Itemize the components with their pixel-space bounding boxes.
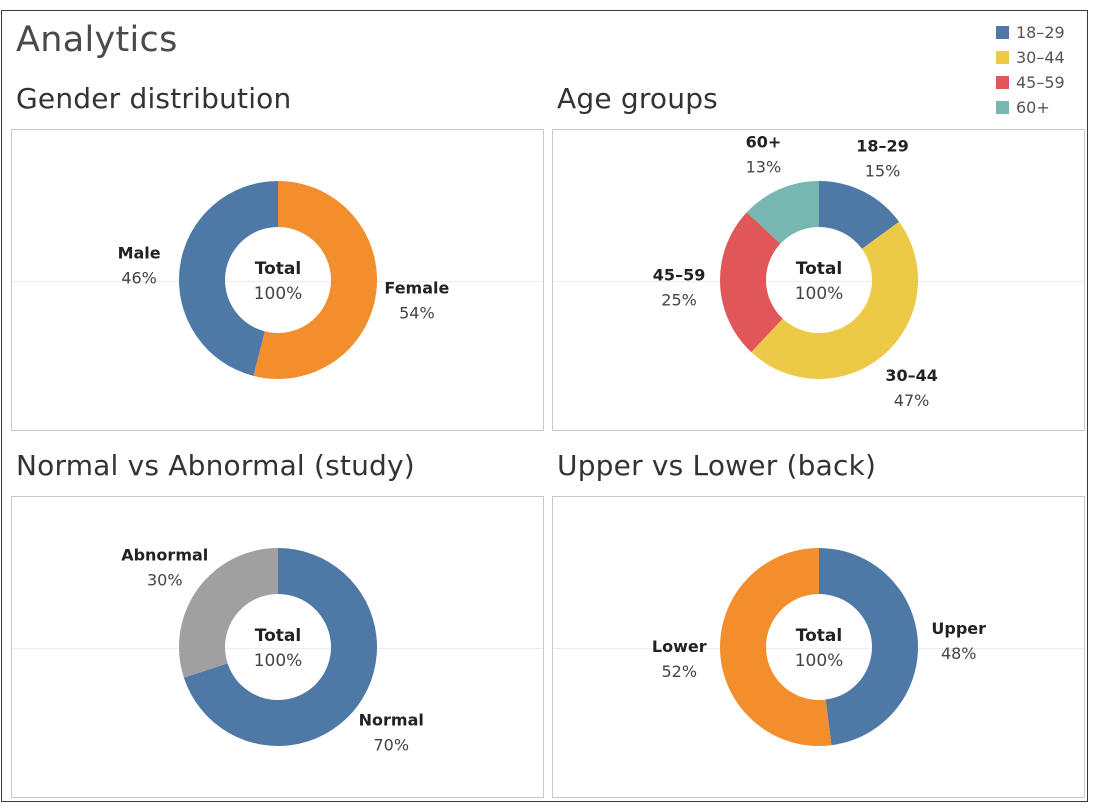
slice-label-45-59: 45–59 [653,265,706,284]
donut-center-value: 100% [795,284,844,304]
legend-label: 60+ [1016,98,1050,117]
donut-slice-45-59[interactable] [720,212,783,353]
chart-panel-age: 18–29 15% 30–44 47% 45–59 25% 60+ 13% Total 100% [552,129,1085,431]
slice-value-label: 46% [121,268,157,287]
chart-title-age: Age groups [557,82,718,115]
slice-value-label: 13% [746,158,782,177]
donut-center-label: Total [796,259,842,279]
chart-title-gender: Gender distribution [16,82,292,115]
slice-value-label: 48% [941,644,977,663]
legend-label: 45–59 [1016,73,1065,92]
donut-center-value: 100% [795,651,844,671]
chart-panel-study: Normal 70% Abnormal 30% Total 100% [11,496,544,798]
legend-swatch [996,51,1009,64]
donut-chart-study: Normal 70% Abnormal 30% Total 100% [121,546,424,755]
slice-label-male: Male [118,243,161,262]
chart-panel-back: Upper 48% Lower 52% Total 100% [552,496,1085,798]
donut-center-value: 100% [254,284,303,304]
slice-value-label: 54% [399,304,435,323]
legend-label: 30–44 [1016,48,1065,67]
slice-label-upper: Upper [931,619,986,638]
panel-divider [553,648,1084,649]
legend-swatch [996,76,1009,89]
legend-swatch [996,101,1009,114]
slice-value-label: 52% [661,662,697,681]
chart-title-back: Upper vs Lower (back) [557,449,877,482]
donut-slice-18-29[interactable] [819,181,900,249]
donut-slice-male[interactable] [178,181,278,376]
chart-title-study: Normal vs Abnormal (study) [16,449,415,482]
panel-divider [12,281,543,282]
slice-label-18-29: 18–29 [856,136,909,155]
slice-label-lower: Lower [652,637,707,656]
legend-label: 18–29 [1016,23,1065,42]
slice-label-female: Female [384,279,449,298]
donut-slice-lower[interactable] [720,548,832,746]
slice-label-abnormal: Abnormal [121,546,208,565]
donut-slice-female[interactable] [253,181,377,379]
donut-slice-30-44[interactable] [751,221,918,379]
donut-chart-back: Upper 48% Lower 52% Total 100% [652,548,986,746]
panel-divider [12,648,543,649]
donut-slice-60[interactable] [746,181,819,244]
donut-chart-age: 18–29 15% 30–44 47% 45–59 25% 60+ 13% Total 100% [653,133,938,411]
slice-value-label: 70% [373,735,409,754]
donut-center-label: Total [255,259,301,279]
donut-slice-upper[interactable] [819,548,919,746]
donut-center-label: Total [255,626,301,646]
donut-center-value: 100% [254,651,303,671]
legend-swatch [996,26,1009,39]
slice-label-normal: Normal [359,710,424,729]
page-title: Analytics [16,20,178,60]
slice-label-60: 60+ [746,133,782,152]
slice-value-label: 25% [661,290,697,309]
panel-divider [553,281,1084,282]
donut-center-label: Total [796,626,842,646]
slice-value-label: 47% [894,391,930,410]
donut-slice-normal[interactable] [183,548,377,746]
slice-value-label: 30% [147,571,183,590]
slice-value-label: 15% [865,161,901,180]
chart-panel-gender: Female 54% Male 46% Total 100% [11,129,544,431]
donut-chart-gender: Female 54% Male 46% Total 100% [118,181,450,379]
slice-label-30-44: 30–44 [885,366,938,385]
donut-slice-abnormal[interactable] [179,548,278,678]
